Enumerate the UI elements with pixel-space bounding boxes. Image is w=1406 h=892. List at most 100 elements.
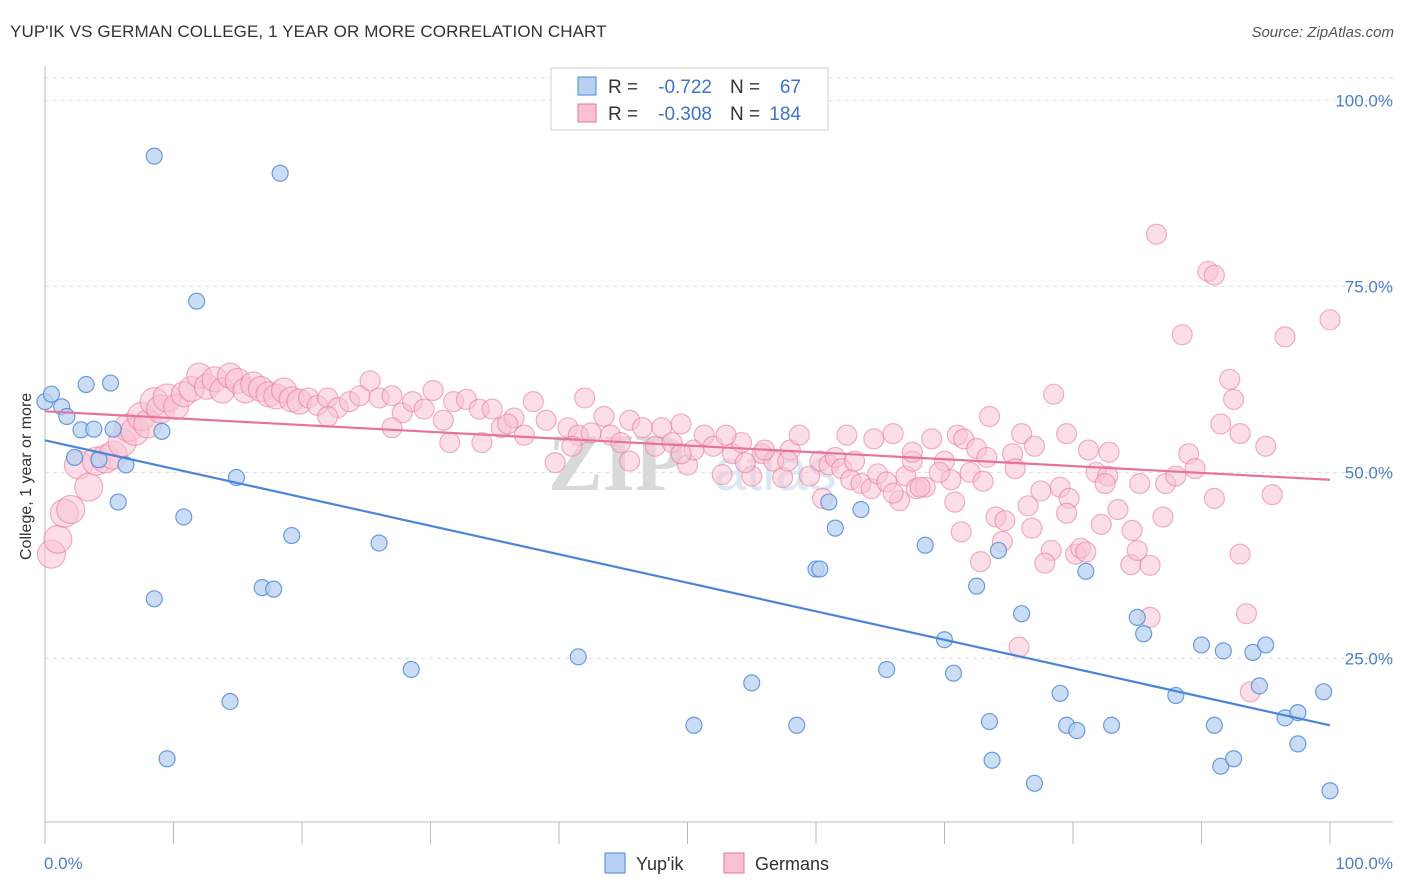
germans-point [882, 482, 904, 504]
tick-labels: 25.0% 50.0% 75.0% 100.0% 0.0% 100.0% [44, 91, 1393, 873]
source-label: Source: ZipAtlas.com [1251, 24, 1394, 41]
germans-point [439, 431, 461, 454]
chart-title: YUP'IK VS GERMAN COLLEGE, 1 YEAR OR MORE… [10, 22, 607, 41]
germans-point [1165, 465, 1187, 487]
germans-point [928, 461, 950, 483]
germans-point [1055, 502, 1078, 524]
germans-point [670, 413, 692, 435]
yupik-point [42, 385, 61, 403]
stats-r-value: -0.722 [658, 77, 712, 98]
yupik-point [271, 164, 289, 182]
germans-point [972, 470, 994, 492]
germans-point [1203, 264, 1225, 286]
yupik-point [1250, 677, 1268, 695]
legend-label: Germans [755, 854, 829, 874]
yupik-point [916, 536, 934, 554]
germans-point [1043, 383, 1065, 405]
germans-point [1023, 435, 1046, 457]
germans-point [909, 476, 931, 498]
germans-point [381, 385, 403, 407]
yupik-point [1225, 750, 1243, 768]
x-tick-label: 0.0% [44, 854, 83, 873]
germans-point [1075, 541, 1097, 563]
germans-point [978, 405, 1001, 428]
x-tick-label: 100.0% [1335, 854, 1393, 873]
germans-point [593, 405, 615, 428]
yupik-point [1012, 605, 1031, 623]
germans-point [670, 443, 692, 465]
germans-point [882, 423, 904, 445]
yupik-point [980, 712, 999, 731]
grid-lines [45, 77, 1393, 659]
y-tick-label: 50.0% [1345, 463, 1393, 482]
germans-point [734, 452, 756, 474]
germans-point [1223, 388, 1245, 411]
germans-point [1210, 413, 1232, 435]
germans-point [1010, 423, 1033, 445]
germans-point [788, 424, 810, 446]
germans-point [481, 398, 503, 420]
yupik-point [265, 580, 283, 598]
germans-point [1255, 435, 1277, 457]
yupik-trend-line [44, 439, 1331, 727]
germans-point [1077, 439, 1100, 461]
germans-point [497, 413, 519, 435]
germans-point [1229, 543, 1251, 565]
germans-point [56, 494, 86, 525]
germans-point [1121, 519, 1143, 541]
germans-point [1274, 326, 1296, 348]
germans-point [1107, 498, 1129, 521]
stats-box-frame [550, 67, 829, 131]
yupik-point [221, 692, 239, 711]
yupik-point [58, 407, 76, 426]
germans-point [901, 441, 923, 463]
germans-point [1219, 368, 1241, 390]
yupik-point [788, 716, 806, 734]
y-tick-label: 75.0% [1345, 277, 1393, 296]
germans-point [359, 370, 381, 392]
yupik-point [1192, 636, 1211, 654]
yupik-point [1102, 716, 1121, 734]
yupik-point [402, 660, 420, 679]
yupik-point [1289, 735, 1307, 753]
yupik-point [1205, 716, 1223, 734]
stats-n-value: 184 [769, 104, 801, 125]
germans-point [1126, 539, 1148, 562]
yupik-point [811, 560, 829, 578]
germans-point [836, 424, 858, 446]
germans-point [522, 391, 544, 413]
germans-point [1129, 472, 1151, 495]
yupik-point [1314, 683, 1333, 701]
yupik-point [117, 456, 135, 474]
germans-point [798, 465, 821, 487]
germans-point [1034, 552, 1056, 574]
germans-point [1171, 324, 1193, 346]
germans-point [715, 424, 737, 446]
yupik-point [109, 493, 127, 511]
germans-point [994, 510, 1016, 532]
germans-point [1055, 423, 1078, 445]
stats-n-value: 67 [780, 77, 801, 98]
yupik-point [983, 751, 1001, 769]
yupik-point [1128, 608, 1146, 627]
germans-point [422, 379, 444, 402]
germans-point [1090, 513, 1112, 536]
yupik-point [1321, 782, 1339, 800]
yupik-point [188, 292, 206, 310]
germans-point [1152, 506, 1174, 528]
stats-n-label: N = [730, 104, 760, 125]
yupik-point [989, 541, 1008, 560]
germans-point [43, 524, 73, 554]
germans-point [1261, 484, 1283, 506]
germans-point [969, 550, 992, 573]
y-tick-label: 25.0% [1345, 649, 1393, 668]
yupik-point [569, 648, 587, 666]
yupik-point [826, 519, 844, 537]
yupik-point [685, 716, 703, 734]
yupik-point [1025, 774, 1044, 792]
y-tick-label: 100.0% [1335, 91, 1393, 110]
stats-swatch [577, 103, 597, 123]
yupik-point [1244, 643, 1262, 661]
legend-swatch [604, 852, 626, 874]
